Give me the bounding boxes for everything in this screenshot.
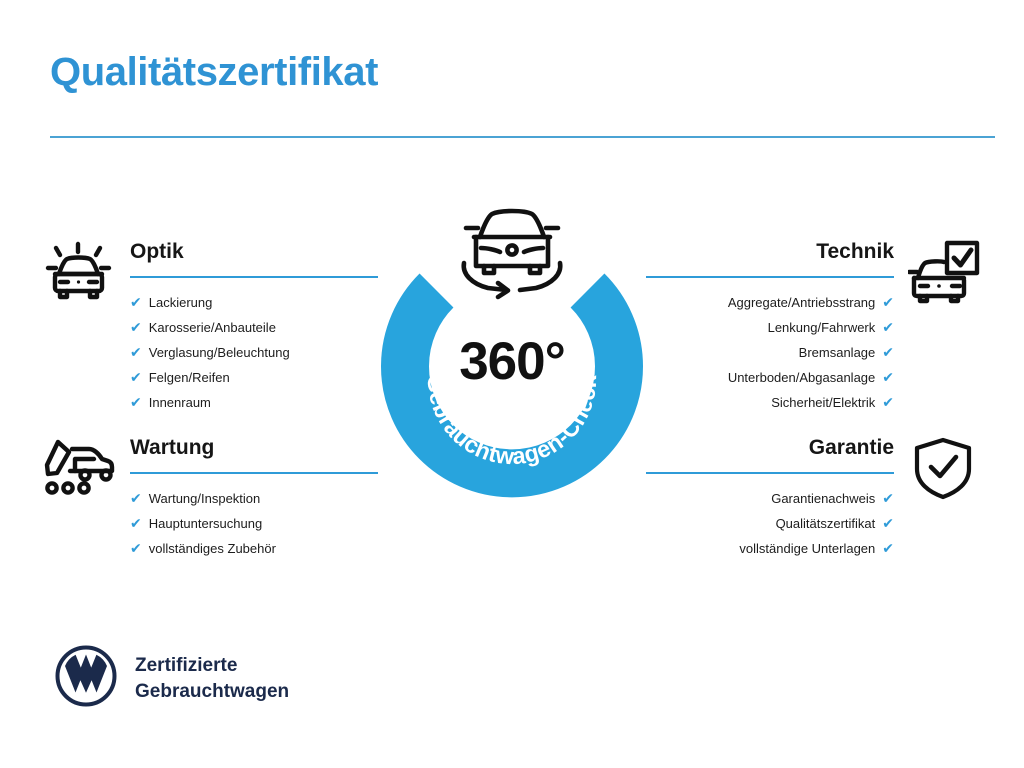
- check-icon: ✔: [130, 394, 142, 410]
- header-divider: [50, 136, 995, 138]
- list-item-label: Hauptuntersuchung: [148, 516, 263, 531]
- gebrauchtwagen-check-badge: Gebrauchtwagen-Check 360°: [376, 192, 648, 500]
- vw-certified-line1: Zertifizierte: [135, 654, 238, 676]
- check-icon: ✔: [882, 294, 894, 310]
- list-item: vollständige Unterlagen ✔: [646, 536, 894, 561]
- check-icon: ✔: [130, 344, 142, 360]
- list-item-label: Wartung/Inspektion: [148, 491, 261, 506]
- list-item-label: Bremsanlage: [798, 345, 876, 360]
- section-optik-title: Optik: [130, 240, 184, 263]
- list-item-label: Unterboden/Abgasanlage: [727, 370, 876, 385]
- list-item-label: Lenkung/Fahrwerk: [767, 320, 876, 335]
- list-item-label: vollständiges Zubehör: [148, 541, 276, 556]
- section-optik-underline: [130, 276, 378, 278]
- list-item: Sicherheit/Elektrik ✔: [646, 390, 894, 415]
- badge-ring: Gebrauchtwagen-Check: [381, 273, 643, 498]
- check-icon: ✔: [882, 515, 894, 531]
- check-icon: ✔: [882, 540, 894, 556]
- list-item: Bremsanlage ✔: [646, 340, 894, 365]
- list-item: Lenkung/Fahrwerk ✔: [646, 315, 894, 340]
- list-item: Unterboden/Abgasanlage ✔: [646, 365, 894, 390]
- check-icon: ✔: [882, 344, 894, 360]
- section-wartung-list: ✔ Wartung/Inspektion ✔ Hauptuntersuchung…: [130, 486, 378, 561]
- list-item: ✔ Innenraum: [130, 390, 378, 415]
- check-icon: ✔: [130, 490, 142, 506]
- list-item-label: Karosserie/Anbauteile: [148, 320, 276, 335]
- check-icon: ✔: [882, 369, 894, 385]
- list-item: ✔ Hauptuntersuchung: [130, 511, 378, 536]
- vw-logo-icon: [55, 645, 117, 712]
- check-icon: ✔: [882, 490, 894, 506]
- check-icon: ✔: [130, 515, 142, 531]
- car-rotate-icon: [454, 200, 570, 309]
- section-optik-list: ✔ Lackierung ✔ Karosserie/Anbauteile ✔ V…: [130, 290, 378, 415]
- list-item-label: Verglasung/Beleuchtung: [148, 345, 290, 360]
- section-technik-list: Aggregate/Antriebsstrang ✔ Lenkung/Fahrw…: [646, 290, 894, 415]
- list-item: ✔ Wartung/Inspektion: [130, 486, 378, 511]
- list-item-label: Lackierung: [148, 295, 213, 310]
- list-item: ✔ Lackierung: [130, 290, 378, 315]
- vw-certified-label: Zertifizierte Gebrauchtwagen: [135, 653, 289, 705]
- section-optik-header: Optik: [130, 238, 378, 278]
- list-item: Qualitätszertifikat ✔: [646, 511, 894, 536]
- section-wartung-header: Wartung: [130, 434, 378, 474]
- list-item: Garantienachweis ✔: [646, 486, 894, 511]
- check-icon: ✔: [130, 319, 142, 335]
- section-technik-title: Technik: [816, 240, 894, 263]
- vw-certified-line2: Gebrauchtwagen: [135, 680, 290, 702]
- list-item-label: Sicherheit/Elektrik: [771, 395, 876, 410]
- section-technik-underline: [646, 276, 894, 278]
- list-item: ✔ Felgen/Reifen: [130, 365, 378, 390]
- section-technik: Technik Aggregate/Antriebsstrang ✔ Lenku…: [646, 238, 980, 415]
- check-icon: ✔: [130, 540, 142, 556]
- section-garantie-title: Garantie: [808, 436, 894, 459]
- car-checkbox-icon: [906, 238, 982, 309]
- section-garantie-header: Garantie: [646, 434, 894, 474]
- section-wartung-underline: [130, 472, 378, 474]
- list-item: ✔ vollständiges Zubehör: [130, 536, 378, 561]
- check-icon: ✔: [130, 369, 142, 385]
- vw-certified-logo: Zertifizierte Gebrauchtwagen: [55, 645, 289, 712]
- page-title: Qualitätszertifikat: [50, 50, 379, 94]
- section-garantie-list: Garantienachweis ✔ Qualitätszertifikat ✔…: [646, 486, 894, 561]
- section-optik: Optik ✔ Lackierung ✔ Karosserie/Anbautei…: [45, 238, 378, 415]
- car-shine-icon: [42, 238, 116, 309]
- list-item: ✔ Verglasung/Beleuchtung: [130, 340, 378, 365]
- section-garantie-underline: [646, 472, 894, 474]
- list-item-label: Aggregate/Antriebsstrang: [727, 295, 876, 310]
- section-wartung: Wartung ✔ Wartung/Inspektion ✔ Hauptunte…: [44, 434, 378, 561]
- list-item: Aggregate/Antriebsstrang ✔: [646, 290, 894, 315]
- list-item-label: Qualitätszertifikat: [775, 516, 876, 531]
- section-garantie: Garantie Garantienachweis ✔ Qualitätszer…: [646, 434, 972, 561]
- check-icon: ✔: [130, 294, 142, 310]
- list-item-label: Innenraum: [148, 395, 211, 410]
- list-item: ✔ Karosserie/Anbauteile: [130, 315, 378, 340]
- check-icon: ✔: [882, 394, 894, 410]
- badge-center-value: 360°: [459, 332, 566, 391]
- pencil-car-service-icon: [42, 438, 116, 501]
- list-item-label: vollständige Unterlagen: [739, 541, 876, 556]
- list-item-label: Garantienachweis: [771, 491, 876, 506]
- list-item-label: Felgen/Reifen: [148, 370, 230, 385]
- section-wartung-title: Wartung: [130, 436, 215, 459]
- check-icon: ✔: [882, 319, 894, 335]
- section-technik-header: Technik: [646, 238, 894, 278]
- shield-check-icon: [910, 436, 976, 505]
